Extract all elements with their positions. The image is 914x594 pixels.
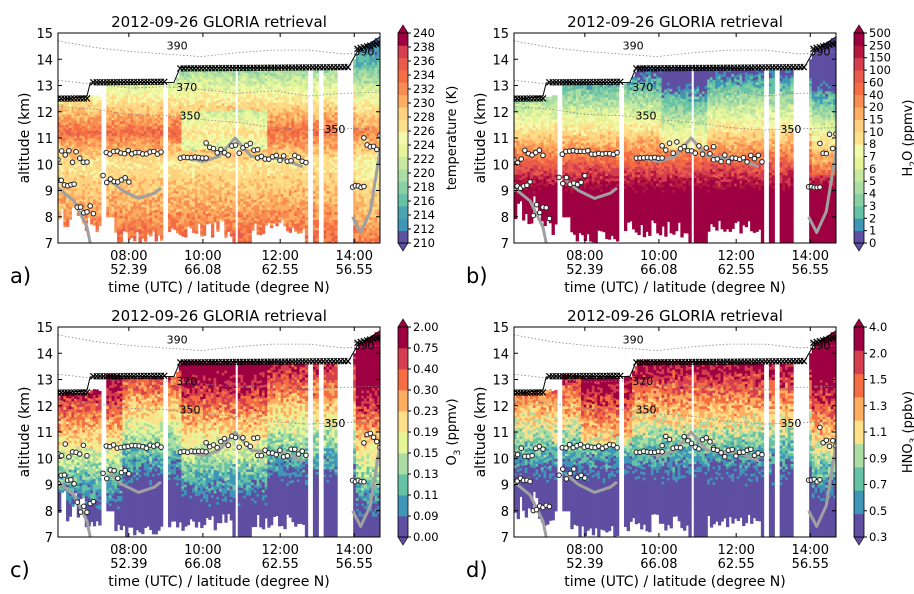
data-column: [98, 97, 101, 226]
data-cell: [98, 97, 101, 100]
panel-a: 39037035035039078910111213141508:0052.39…: [10, 13, 460, 296]
data-column: [232, 67, 235, 243]
data-column: [160, 83, 163, 241]
